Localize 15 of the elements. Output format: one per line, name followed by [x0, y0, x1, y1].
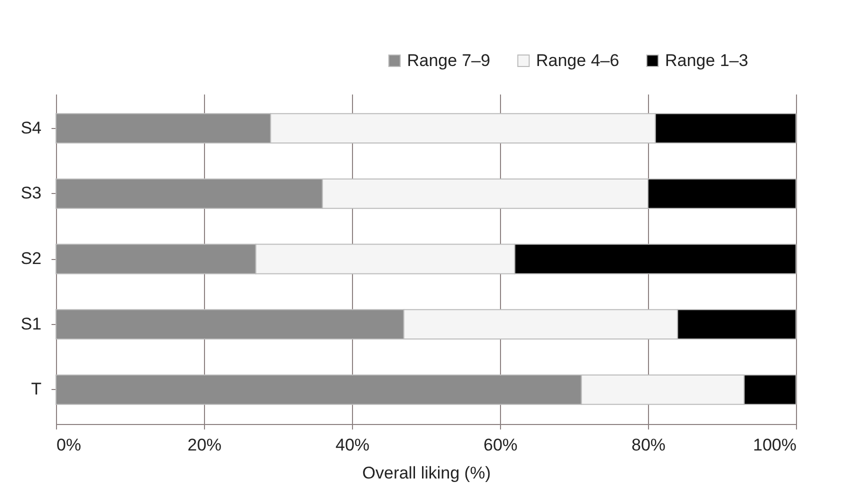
x-tick-label: 0% — [56, 436, 82, 454]
x-tick-label: 100% — [753, 436, 796, 454]
legend-label: Range 7–9 — [407, 50, 490, 70]
y-tick-label: S3 — [20, 184, 42, 203]
y-tick-label: S1 — [20, 314, 42, 334]
legend-label: Range 1–3 — [665, 50, 748, 70]
y-tick-label: S2 — [20, 249, 42, 268]
legend-label: Range 4–6 — [536, 50, 620, 70]
x-tick-label: 20% — [187, 436, 222, 454]
y-tick-label: T — [31, 380, 42, 399]
x-tick-label: 60% — [483, 436, 518, 454]
x-tick-label: 80% — [631, 436, 666, 454]
x-axis-title: Overall liking (%) — [362, 464, 491, 482]
y-tick-label: S4 — [20, 118, 42, 138]
x-tick-label: 40% — [335, 436, 370, 454]
